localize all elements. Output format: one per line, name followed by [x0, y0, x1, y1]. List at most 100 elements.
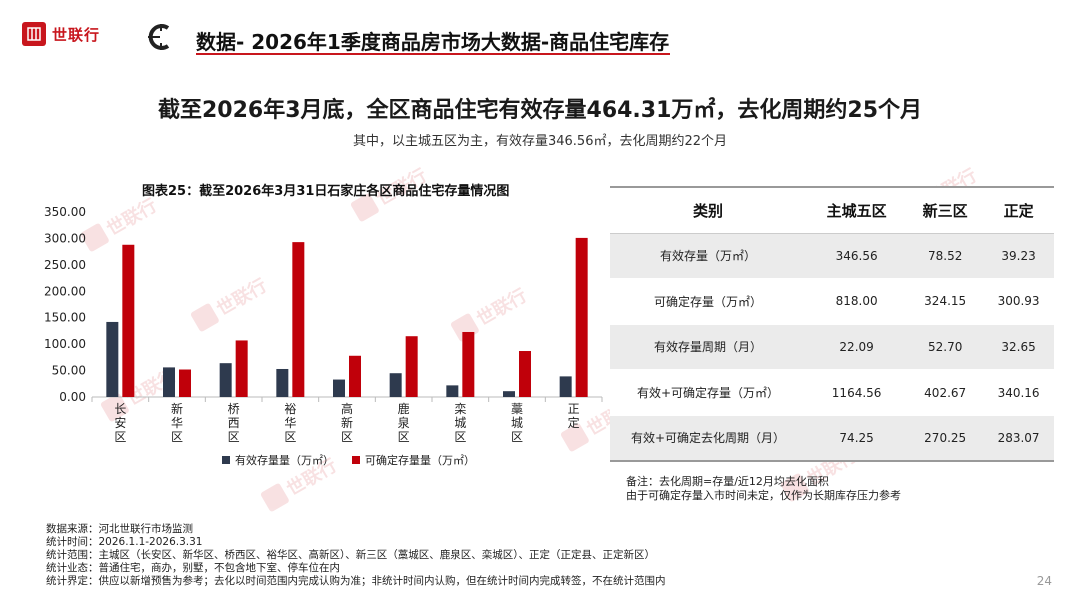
x-category-label: 华	[171, 416, 183, 430]
x-category-label: 裕	[284, 401, 296, 416]
bar-confirmable	[462, 331, 475, 397]
table-cell: 22.09	[806, 324, 908, 371]
table-header: 类别	[610, 186, 806, 234]
x-category-label: 区	[341, 430, 353, 444]
legend-label: 可确定存量量（万㎡）	[365, 454, 475, 467]
table-row: 有效存量（万㎡） 346.56 78.52 39.23	[610, 233, 1054, 280]
bar-confirmable	[122, 244, 135, 397]
table-cell: 300.93	[983, 278, 1054, 325]
bar-effective	[163, 367, 175, 397]
bar-confirmable	[349, 355, 361, 397]
table-notes: 备注：去化周期=存量/近12月均去化面积 由于可确定存量入市时间未定，仅作为长期…	[626, 475, 901, 503]
table-cell: 324.15	[907, 278, 984, 325]
table-cell: 有效存量（万㎡）	[610, 233, 806, 280]
table-header: 新三区	[907, 186, 984, 234]
x-category-label: 华	[284, 416, 296, 430]
table-cell: 283.07	[983, 415, 1054, 462]
table-cell: 1164.56	[806, 369, 908, 416]
bar-confirmable	[405, 336, 418, 397]
x-category-label: 区	[284, 430, 296, 444]
bar-confirmable	[519, 351, 531, 397]
footnote-line: 数据来源：河北世联行市场监测	[46, 523, 193, 535]
page-number: 24	[1036, 574, 1052, 588]
y-tick-label: 150.00	[44, 311, 86, 325]
x-category-label: 桥	[228, 402, 240, 416]
x-category-label: 长	[114, 402, 126, 416]
x-category-label: 鹿	[398, 401, 410, 416]
x-category-label: 城	[511, 416, 523, 430]
table-cell: 818.00	[806, 278, 908, 325]
title-underline	[196, 53, 670, 55]
table-cell: 346.56	[806, 233, 908, 280]
legend-swatch	[352, 456, 360, 464]
brand-name: 世联行	[52, 25, 101, 44]
table-cell: 有效+可确定存量（万㎡）	[610, 369, 806, 416]
x-category-label: 区	[511, 430, 523, 444]
x-category-label: 西	[228, 416, 240, 430]
table-cell: 340.16	[983, 369, 1054, 416]
table-header: 主城五区	[806, 186, 908, 234]
bar-effective	[503, 391, 515, 397]
y-tick-label: 100.00	[44, 337, 86, 351]
table-cell: 52.70	[907, 324, 984, 371]
bar-confirmable	[235, 340, 248, 397]
brand-logo: 世联行	[22, 22, 100, 46]
table-cell: 有效存量周期（月）	[610, 324, 806, 371]
table-header: 正定	[983, 186, 1054, 234]
x-category-label: 城	[454, 416, 466, 430]
x-category-label: 新	[171, 401, 183, 416]
table-cell: 78.52	[907, 233, 984, 280]
note-line: 由于可确定存量入市时间未定，仅作为长期库存压力参考	[626, 489, 901, 502]
x-category-label: 栾	[454, 401, 466, 416]
bar-effective	[219, 363, 232, 397]
x-category-label: 安	[114, 415, 126, 430]
table-cell: 可确定存量（万㎡）	[610, 278, 806, 325]
headline: 截至2026年3月底，全区商品住宅有效存量464.31万㎡，去化周期约25个月	[157, 98, 923, 123]
y-tick-label: 300.00	[44, 231, 86, 245]
legend-item-confirmable: 可确定存量量（万㎡）	[352, 452, 475, 468]
bar-effective	[446, 385, 459, 397]
page-title: 数据- 2026年1季度商品房市场大数据-商品住宅库存	[196, 30, 670, 54]
footnote-line: 统计范围：主城区（长安区、新华区、桥西区、裕华区、高新区）、新三区（藁城区、鹿泉…	[46, 549, 655, 561]
bar-effective	[559, 376, 572, 397]
table-header-row: 类别 主城五区 新三区 正定	[610, 186, 1054, 234]
note-line: 备注：去化周期=存量/近12月均去化面积	[626, 475, 829, 488]
table-cell: 32.65	[983, 324, 1054, 371]
legend-label: 有效存量量（万㎡）	[235, 454, 334, 467]
x-category-label: 区	[454, 430, 466, 444]
bar-confirmable	[179, 369, 191, 397]
y-tick-label: 250.00	[44, 258, 86, 272]
legend-swatch	[222, 456, 230, 464]
bar-confirmable	[575, 237, 588, 397]
c-emblem-icon	[148, 24, 170, 50]
x-category-label: 区	[228, 430, 240, 444]
legend-item-effective: 有效存量量（万㎡）	[222, 452, 334, 468]
table-cell: 402.67	[907, 369, 984, 416]
subheadline: 其中，以主城五区为主，有效存量346.56㎡，去化周期约22个月	[352, 134, 728, 149]
footnote-line: 统计时间：2026.1.1-2026.3.31	[46, 536, 203, 548]
y-tick-label: 50.00	[52, 364, 86, 378]
bar-confirmable	[292, 242, 305, 397]
x-category-label: 区	[398, 430, 410, 444]
inventory-table: 类别 主城五区 新三区 正定 有效存量（万㎡） 346.56 78.52 39.…	[610, 186, 1054, 462]
x-category-label: 高	[341, 401, 353, 416]
x-category-label: 区	[114, 430, 126, 444]
bar-effective	[389, 373, 402, 397]
table-row: 有效+可确定去化周期（月） 74.25 270.25 283.07	[610, 415, 1054, 462]
y-tick-label: 350.00	[44, 205, 86, 219]
x-category-label: 泉	[398, 416, 410, 430]
x-category-label: 藁	[511, 402, 523, 416]
table-cell: 有效+可确定去化周期（月）	[610, 415, 806, 462]
table-cell: 39.23	[983, 233, 1054, 280]
x-category-label: 区	[171, 430, 183, 444]
bar-effective	[106, 321, 119, 397]
x-category-label: 定	[568, 415, 580, 430]
y-tick-label: 0.00	[59, 390, 86, 404]
table-row: 可确定存量（万㎡） 818.00 324.15 300.93	[610, 278, 1054, 325]
y-tick-label: 200.00	[44, 284, 86, 298]
footnote-line: 统计界定：供应以新增预售为参考；去化以时间范围内完成认购为准；非统计时间内认购，…	[46, 575, 666, 587]
source-footnotes: 数据来源：河北世联行市场监测 统计时间：2026.1.1-2026.3.31 统…	[46, 523, 666, 588]
brand-logo-icon	[22, 22, 46, 46]
bar-effective	[276, 368, 289, 397]
table-row: 有效存量周期（月） 22.09 52.70 32.65	[610, 324, 1054, 371]
